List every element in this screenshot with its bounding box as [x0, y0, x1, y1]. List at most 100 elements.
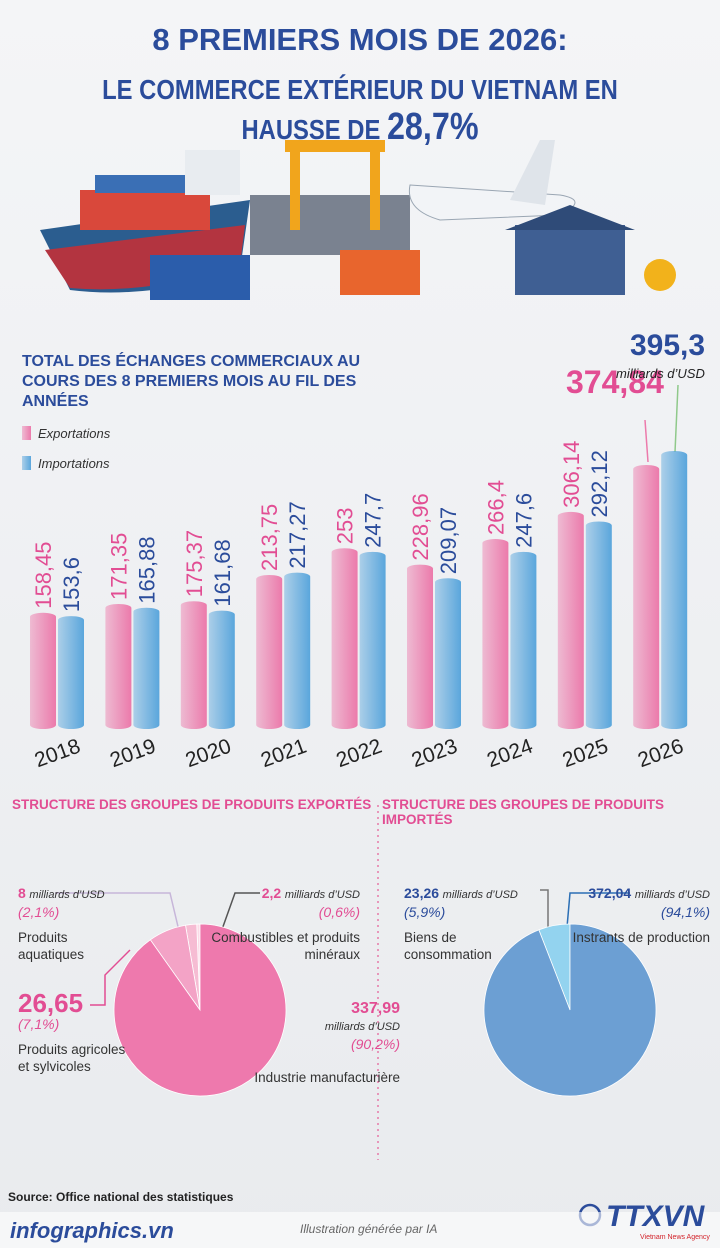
unit: milliards d’USD: [442, 889, 518, 901]
chart-title-text: STRUCTURE DES GROUPES DE PRODUITS EXPORT…: [12, 797, 372, 812]
unit: milliards d’USD: [634, 889, 710, 901]
slice-label: 2,2 milliards d’USD (0,6%) Combustibles et…: [160, 885, 360, 963]
share-line: (94,1%): [540, 904, 710, 921]
value-label: 306,14: [559, 441, 584, 508]
bar: [633, 464, 660, 729]
slice-label: 337,99 milliards d’USD (90,2%) Industrie …: [200, 1000, 400, 1086]
bar: [105, 603, 132, 729]
legend-label: Exportations: [38, 426, 111, 441]
bar: [482, 539, 509, 729]
x-tick-label: 2021: [258, 735, 310, 773]
amount: 372,04: [588, 885, 632, 901]
x-tick-label: 2024: [484, 735, 536, 773]
x-tick-label: 2023: [409, 735, 461, 773]
bar: [284, 572, 311, 729]
amount-line: 337,99: [200, 1000, 400, 1017]
amount-line: 2,2 milliards d’USD: [160, 885, 360, 904]
amount-line: 372,04 milliards d’USD: [540, 885, 710, 904]
unit: milliards d’USD: [284, 889, 360, 901]
share: (7,1%): [18, 1016, 60, 1032]
category-line: Industrie manufacturière: [200, 1069, 400, 1086]
share: (90,2%): [350, 1036, 400, 1052]
category: Produits aquatiques: [18, 930, 85, 962]
source: Source: Office national des statistiques: [8, 1190, 234, 1204]
value-label: 228,96: [408, 493, 433, 560]
chart-title-text: STRUCTURE DES GROUPES DE PRODUITS IMPORT…: [382, 797, 665, 827]
amount-line: 26,65: [18, 990, 128, 1016]
share-line: (7,1%): [18, 1016, 128, 1033]
unit: milliards d’USD: [29, 889, 105, 901]
website: infographics.vn: [10, 1218, 174, 1243]
value-label: 266,4: [483, 480, 508, 535]
category: Biens de consommation: [404, 930, 492, 962]
amount: 26,65: [18, 988, 84, 1018]
value-label: 374,84: [566, 364, 664, 400]
bar: [208, 610, 235, 729]
amount: 23,26: [404, 885, 440, 901]
category-line: Produits agricoles et sylvicoles: [18, 1041, 128, 1075]
footer-band: [0, 1212, 720, 1248]
bar: [133, 607, 160, 729]
amount-line: 23,26 milliards d’USD: [404, 885, 518, 904]
x-tick-label: 2019: [107, 735, 159, 773]
value-label: 209,07: [436, 507, 461, 574]
value-label: 253: [333, 507, 358, 544]
share: (2,1%): [18, 904, 60, 920]
slice-label: 372,04 milliards d’USD (94,1%) Instrants d…: [540, 885, 710, 946]
bar: [58, 616, 84, 729]
illustration: [40, 140, 676, 300]
value-label: 171,35: [106, 533, 131, 600]
value-label: 217,27: [285, 501, 310, 568]
agency-name: Vietnam News Agency: [640, 1234, 710, 1241]
value-label: 395,3: [630, 329, 705, 362]
bar: [30, 612, 56, 729]
category-line: Instrants de production: [540, 929, 710, 946]
pie-slice: [113, 923, 287, 1097]
value-label: 247,7: [361, 493, 386, 548]
subtitle: LE COMMERCE EXTÉRIEUR DU VIETNAM EN HAUS…: [102, 74, 618, 145]
x-tick-label: 2018: [32, 735, 84, 773]
highlight: 28,7%: [386, 106, 479, 148]
value-label: 153,6: [59, 557, 84, 612]
bar: [585, 521, 612, 729]
unit: milliards d’USD: [324, 1021, 400, 1033]
amount: 337,99: [351, 1000, 400, 1017]
title: 8 PREMIERS MOIS DE 2026:: [152, 22, 568, 57]
pie-slice: [483, 923, 657, 1097]
category: Industrie manufacturière: [254, 1070, 400, 1085]
bar: [331, 548, 358, 729]
x-tick-label: 2025: [559, 735, 611, 773]
value-label: 165,88: [134, 536, 159, 603]
category-line: Produits aquatiques: [18, 929, 128, 963]
share-line: (90,2%): [350, 1036, 400, 1052]
value-label: 161,68: [210, 539, 235, 606]
credit: Illustration générée par IA: [300, 1222, 438, 1236]
share-line: (5,9%): [404, 904, 514, 921]
share: (0,6%): [318, 904, 360, 920]
value-label: 247,6: [511, 493, 536, 548]
x-tick-label: 2022: [333, 735, 385, 773]
bar: [359, 551, 386, 729]
x-tick-label: 2026: [635, 735, 687, 773]
legend-swatch: [22, 456, 31, 470]
category: Combustibles et produits minéraux: [211, 930, 360, 962]
slice-label: 23,26 milliards d’USD (5,9%) Biens de cons…: [404, 885, 518, 963]
chart-title-text: TOTAL DES ÉCHANGES COMMERCIAUX AU COURS …: [22, 353, 361, 410]
share-line: (2,1%): [18, 904, 128, 921]
bar: [435, 578, 461, 729]
amount: 2,2: [261, 885, 282, 901]
amount-line: 8 milliards d’USD: [18, 885, 128, 904]
value-label: 292,12: [587, 450, 612, 517]
bar: [557, 511, 584, 729]
chart-title: STRUCTURE DES GROUPES DE PRODUITS IMPORT…: [382, 797, 720, 827]
value-label: 158,45: [31, 541, 56, 608]
slice-label: 26,65 (7,1%) Produits agricoles et sylvico…: [18, 990, 128, 1075]
chart-title: STRUCTURE DES GROUPES DE PRODUITS EXPORT…: [12, 797, 371, 812]
unit-label: milliards d’USD: [616, 366, 705, 381]
chart-title: TOTAL DES ÉCHANGES COMMERCIAUX AU COURS …: [22, 352, 402, 412]
legend-swatch: [22, 426, 31, 440]
amount: 8: [18, 885, 26, 901]
bar: [510, 551, 537, 729]
